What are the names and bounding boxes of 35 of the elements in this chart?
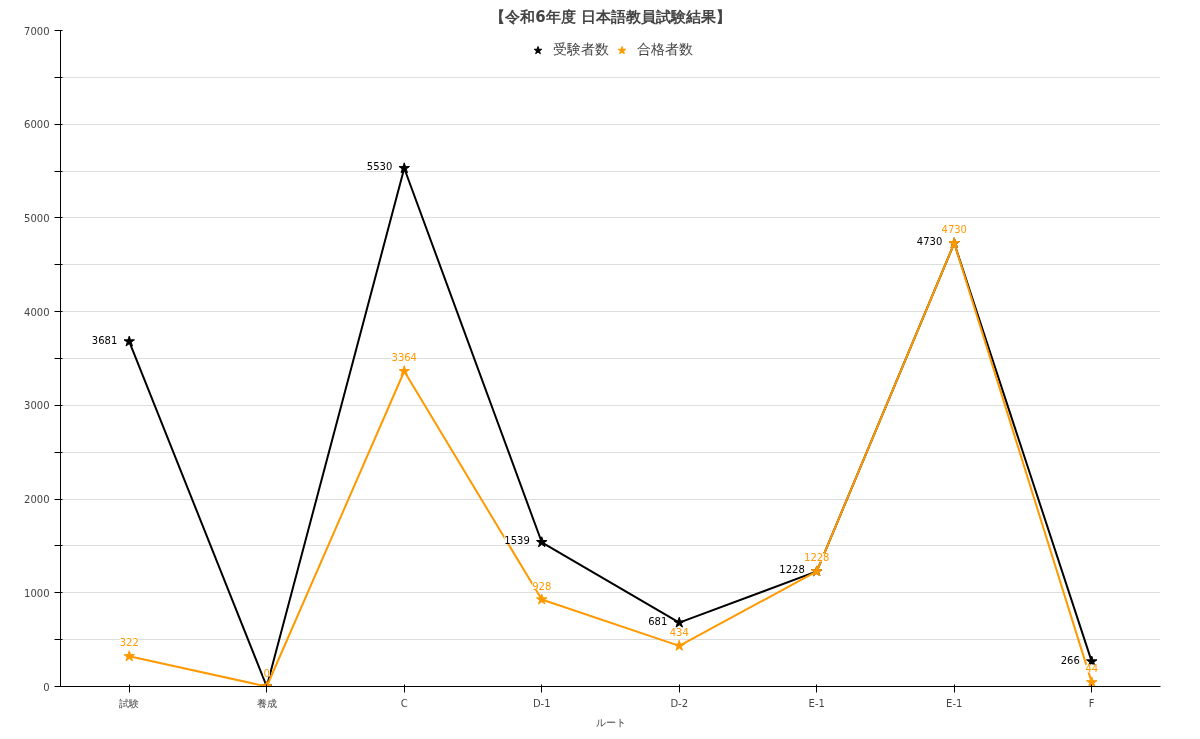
data-label: 4730 [916, 236, 943, 248]
x-tick-label: 養成 [256, 697, 277, 709]
data-label: 681 [648, 615, 668, 627]
data-label: 1539 [504, 535, 530, 547]
x-tick-label: E-1 [946, 697, 963, 709]
y-tick-label: 5000 [24, 212, 50, 224]
legend-label: 受験者数 [552, 41, 609, 59]
data-label: 44 [1085, 663, 1099, 675]
data-label: 928 [532, 580, 552, 592]
data-label: 322 [119, 637, 139, 649]
y-tick-label: 7000 [24, 25, 50, 37]
x-tick-label: D-1 [532, 697, 551, 709]
x-tick-label: 試験 [119, 697, 140, 709]
y-tick-label: 1000 [24, 587, 50, 599]
data-label: 4730 [941, 224, 967, 236]
data-label: 3681 [91, 334, 118, 346]
y-tick-label: 0 [43, 681, 50, 693]
y-tick-label: 2000 [24, 494, 50, 506]
data-label: 5530 [366, 161, 393, 173]
data-label: 1228 [804, 552, 830, 564]
data-label: 1228 [779, 564, 805, 576]
x-tick-label: D-2 [670, 697, 689, 709]
x-tick-label: F [1088, 697, 1095, 709]
data-label: 3364 [391, 352, 417, 364]
data-label: 266 [1060, 654, 1080, 666]
y-tick-label: 3000 [24, 400, 50, 412]
legend-label: 合格者数 [636, 41, 693, 59]
x-tick-label: E-1 [808, 697, 825, 709]
x-tick-label: C [400, 697, 408, 709]
y-tick-label: 6000 [24, 119, 50, 131]
chart-title: 【令和6年度 日本語教員試験結果】 [490, 7, 731, 26]
y-tick-label: 4000 [24, 306, 50, 318]
data-label: 0 [263, 667, 270, 679]
x-axis-title: ルート [595, 716, 626, 728]
data-label: 434 [669, 626, 689, 638]
